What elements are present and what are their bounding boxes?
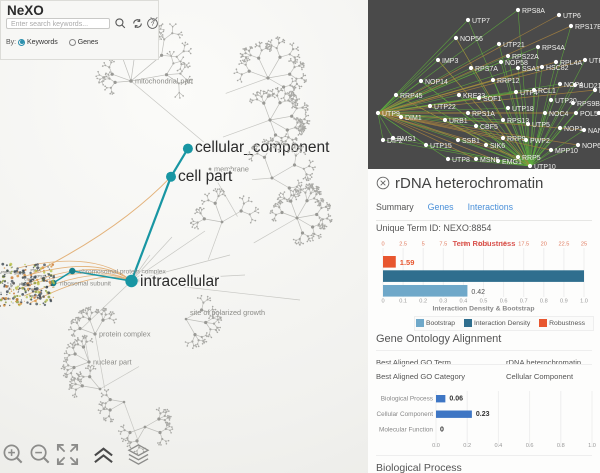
svg-text:RPS1A: RPS1A — [472, 111, 495, 118]
svg-text:RPS13: RPS13 — [507, 118, 529, 125]
svg-text:0.0: 0.0 — [432, 443, 440, 449]
svg-text:MPP10: MPP10 — [555, 148, 578, 155]
svg-text:RRP5: RRP5 — [522, 155, 541, 162]
svg-text:UTP13: UTP13 — [589, 58, 600, 65]
svg-text:EMG1: EMG1 — [502, 159, 522, 166]
svg-text:UTP8: UTP8 — [452, 157, 470, 164]
svg-text:cell part: cell part — [178, 168, 233, 185]
svg-text:SSA1: SSA1 — [522, 66, 540, 73]
svg-text:nuclear part: nuclear part — [93, 358, 132, 367]
svg-text:SOF1: SOF1 — [483, 96, 501, 103]
svg-text:intracellular: intracellular — [140, 273, 219, 290]
svg-text:RPS4A: RPS4A — [542, 45, 565, 52]
svg-text:0.6: 0.6 — [526, 443, 534, 449]
svg-text:NOC4: NOC4 — [549, 111, 569, 118]
svg-text:UTP21: UTP21 — [503, 42, 525, 49]
svg-text:0.8: 0.8 — [557, 443, 565, 449]
svg-text:NOP1: NOP1 — [564, 126, 583, 133]
svg-text:KRE33: KRE33 — [463, 93, 485, 100]
svg-text:NAN1: NAN1 — [588, 128, 600, 135]
svg-text:UTP20: UTP20 — [555, 98, 577, 105]
svg-text:PWP2: PWP2 — [530, 138, 550, 145]
svg-text:DIM1: DIM1 — [405, 115, 422, 122]
svg-text:RPS7A: RPS7A — [475, 66, 498, 73]
svg-text:NOP6: NOP6 — [582, 143, 600, 150]
svg-text:0: 0 — [381, 299, 384, 305]
svg-text:RPS9B: RPS9B — [577, 101, 600, 108]
svg-text:0.3: 0.3 — [439, 299, 447, 305]
svg-text:CBF5: CBF5 — [480, 124, 498, 131]
svg-text:IMP3: IMP3 — [442, 58, 458, 65]
svg-text:RRP45: RRP45 — [400, 93, 423, 100]
svg-text:UTP6: UTP6 — [563, 13, 581, 20]
svg-text:0.23: 0.23 — [476, 411, 490, 418]
svg-text:Cellular Component: Cellular Component — [377, 411, 434, 418]
svg-text:RPS17B: RPS17B — [575, 24, 600, 31]
svg-text:Biological Process: Biological Process — [381, 395, 433, 402]
svg-text:Molecular Function: Molecular Function — [379, 426, 433, 433]
svg-text:NOP14: NOP14 — [425, 79, 448, 86]
svg-text:0.8: 0.8 — [540, 299, 548, 305]
svg-text:0.2: 0.2 — [463, 443, 471, 449]
svg-text:mitochondrial part: mitochondrial part — [135, 77, 193, 86]
svg-text:RRP9: RRP9 — [507, 136, 526, 143]
svg-text:UTP15: UTP15 — [430, 143, 452, 150]
svg-text:UTP5: UTP5 — [532, 122, 550, 129]
svg-text:POL5: POL5 — [580, 111, 598, 118]
svg-text:0.1: 0.1 — [399, 299, 407, 305]
svg-text:SSB1: SSB1 — [462, 138, 480, 145]
svg-text:BUD21: BUD21 — [579, 83, 600, 90]
svg-text:Interaction Density & Bootstra: Interaction Density & Bootstrap — [433, 306, 535, 313]
svg-text:UTP22: UTP22 — [434, 104, 456, 111]
svg-text:0.06: 0.06 — [449, 395, 463, 402]
svg-text:UTP18: UTP18 — [512, 106, 534, 113]
svg-text:0.6: 0.6 — [500, 299, 508, 305]
svg-text:UTP4: UTP4 — [520, 90, 538, 97]
svg-text:1.0: 1.0 — [588, 443, 596, 449]
svg-text:RCL1: RCL1 — [538, 88, 556, 95]
svg-text:0: 0 — [440, 426, 444, 433]
svg-text:ribosomal subunit: ribosomal subunit — [60, 281, 111, 288]
svg-text:NOP56: NOP56 — [460, 36, 483, 43]
svg-text:RRP12: RRP12 — [497, 78, 520, 85]
svg-text:SIK6: SIK6 — [490, 143, 505, 150]
svg-text:RPS8A: RPS8A — [522, 8, 545, 15]
svg-text:0.2: 0.2 — [419, 299, 427, 305]
svg-text:1.0: 1.0 — [580, 299, 588, 305]
svg-text:MSN5: MSN5 — [480, 157, 500, 164]
svg-text:0.5: 0.5 — [480, 299, 488, 305]
svg-text:0.9: 0.9 — [560, 299, 568, 305]
svg-text:0.7: 0.7 — [520, 299, 528, 305]
svg-text:1.59: 1.59 — [400, 258, 415, 267]
svg-text:protein complex: protein complex — [99, 330, 151, 339]
svg-text:RPL4A: RPL4A — [560, 60, 583, 67]
svg-text:0.42: 0.42 — [471, 289, 485, 296]
svg-text:0.4: 0.4 — [495, 443, 503, 449]
svg-text:UTP7: UTP7 — [472, 18, 490, 25]
svg-text:0.4: 0.4 — [460, 299, 468, 305]
svg-text:BMS1: BMS1 — [397, 136, 416, 143]
svg-text:UTP9: UTP9 — [382, 111, 400, 118]
svg-text:URB1: URB1 — [449, 118, 468, 125]
